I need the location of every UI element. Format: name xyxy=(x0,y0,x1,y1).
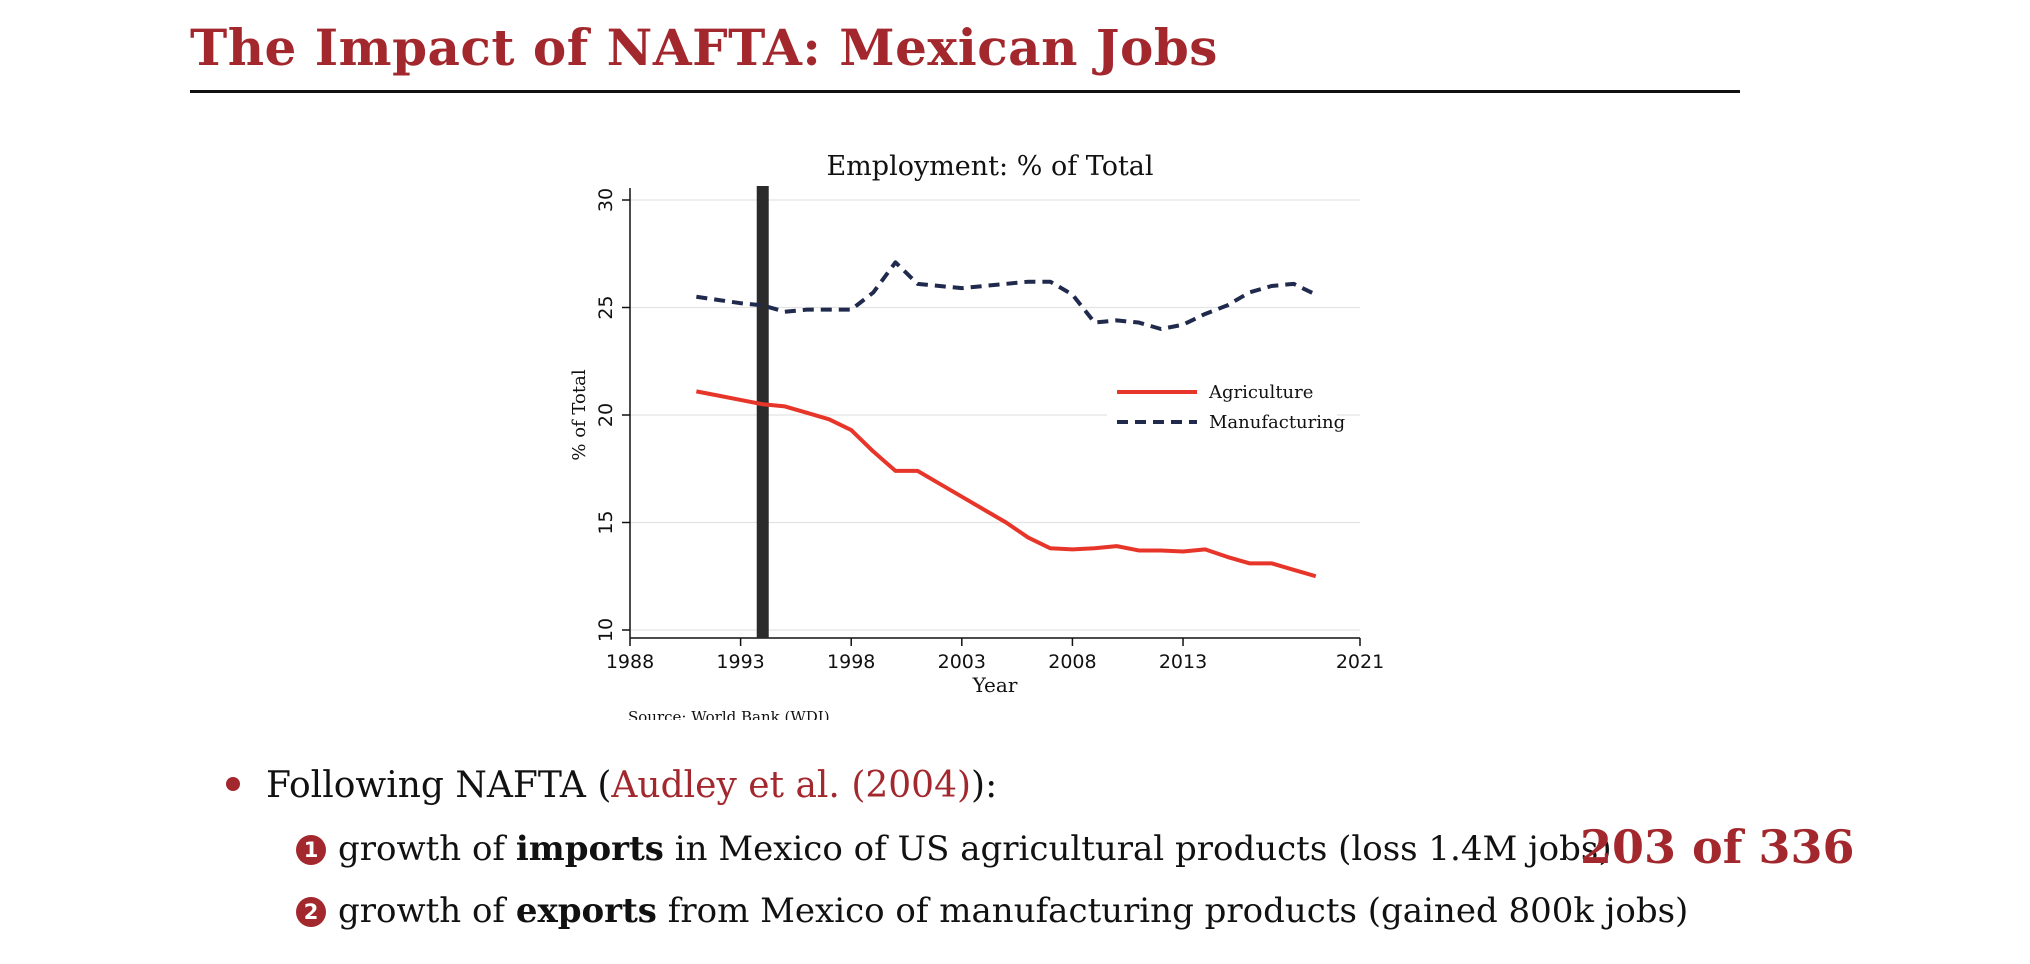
series-line-agriculture xyxy=(695,389,1317,579)
title-divider xyxy=(190,90,1740,93)
bullet-intro-prefix: Following NAFTA ( xyxy=(266,765,612,806)
y-tick-label: 10 xyxy=(595,618,617,642)
nafta-marker-line xyxy=(756,186,769,638)
y-tick-label: 15 xyxy=(595,510,617,534)
chart-source-note: Source: World Bank (WDI) xyxy=(628,708,830,720)
x-tick-label: 2013 xyxy=(1159,651,1207,673)
y-tick-label: 30 xyxy=(595,188,617,212)
x-tick-label: 2008 xyxy=(1048,651,1096,673)
sub-item-pre: growth of xyxy=(338,891,516,931)
x-tick-label: 2003 xyxy=(938,651,986,673)
number-badge-icon: 2 xyxy=(296,897,326,927)
page-counter: 203 of 336 xyxy=(1580,820,1855,874)
x-tick-label: 1993 xyxy=(716,651,764,673)
slide-title: The Impact of NAFTA: Mexican Jobs xyxy=(190,18,1218,77)
legend-label: Manufacturing xyxy=(1209,412,1345,433)
sub-item-bold: exports xyxy=(515,891,657,931)
x-tick-label: 1988 xyxy=(606,651,654,673)
chart-series xyxy=(695,260,1317,579)
y-axis-label: % of Total xyxy=(569,369,590,460)
sub-item-bold: imports xyxy=(515,829,664,869)
sub-item-exports: 2 growth of exports from Mexico of manufa… xyxy=(296,891,1688,931)
chart-gridlines xyxy=(630,199,1360,631)
x-axis-ticks: 1988 1993 1998 2003 2008 2013 2021 xyxy=(606,638,1384,673)
sub-item-pre: growth of xyxy=(338,829,516,869)
bullet-text: Following NAFTA (Audley et al. (2004)): xyxy=(266,765,997,806)
citation-link[interactable]: Audley et al. (2004) xyxy=(611,765,972,806)
sub-item-post: in Mexico of US agricultural products (l… xyxy=(663,829,1612,869)
number-badge-icon: 1 xyxy=(296,835,326,865)
chart-legend: Agriculture Manufacturing xyxy=(1107,370,1345,438)
y-tick-label: 20 xyxy=(595,403,617,427)
x-tick-label: 2021 xyxy=(1336,651,1384,673)
legend-label: Agriculture xyxy=(1208,382,1313,403)
y-axis-ticks: 10 15 20 25 30 xyxy=(595,188,630,642)
x-tick-label: 1998 xyxy=(827,651,875,673)
sub-item-post: from Mexico of manufacturing products (g… xyxy=(656,891,1689,931)
chart-title: Employment: % of Total xyxy=(826,151,1153,182)
legend-box xyxy=(1107,370,1337,438)
bullet-dot-icon xyxy=(226,777,240,791)
sub-item-imports: 1 growth of imports in Mexico of US agric… xyxy=(296,829,1612,869)
y-tick-label: 25 xyxy=(595,295,617,319)
bullet-intro-suffix: ): xyxy=(971,765,998,806)
x-axis-label: Year xyxy=(972,673,1018,697)
chart-axes xyxy=(629,188,1360,639)
series-line-manufacturing xyxy=(696,260,1317,331)
